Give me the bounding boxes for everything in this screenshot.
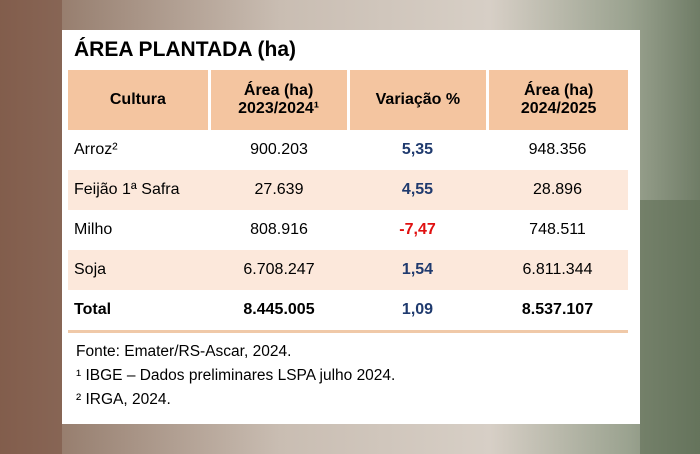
table-cell: 900.203 bbox=[250, 141, 308, 158]
table-row: Milho 808.916 -7,47 748.511 bbox=[68, 210, 628, 250]
table-card: ÁREA PLANTADA (ha) Cultura Área (ha) 2023/… bbox=[62, 30, 640, 424]
total-row: Total 8.445.005 1,09 8.537.107 bbox=[68, 290, 628, 333]
table-cell: 8.537.107 bbox=[521, 301, 594, 318]
table-cell: 808.916 bbox=[250, 221, 308, 238]
table-cell: 27.639 bbox=[254, 181, 304, 198]
table-cell: 28.896 bbox=[533, 181, 582, 198]
header-text: Área (ha) bbox=[523, 82, 594, 99]
table-row: Arroz² 900.203 5,35 948.356 bbox=[68, 130, 628, 170]
table-cell: 4,55 bbox=[401, 181, 434, 198]
background-photo bbox=[640, 200, 700, 454]
table-cell: 748.511 bbox=[529, 221, 586, 238]
table-cell: Total bbox=[74, 301, 112, 318]
table-cell: 1,09 bbox=[401, 301, 434, 318]
footnote: ² IRGA, 2024. bbox=[76, 391, 171, 408]
header-cell: Variação % bbox=[350, 70, 490, 130]
table-cell: 1,54 bbox=[401, 261, 434, 278]
header-row: Cultura Área (ha) 2023/2024¹ Variação % Área… bbox=[68, 70, 628, 130]
header-text: Área (ha) bbox=[243, 82, 314, 99]
header-text: 2023/2024¹ bbox=[238, 100, 320, 117]
table-cell: 8.445.005 bbox=[243, 301, 315, 318]
table-cell: -7,47 bbox=[399, 221, 436, 238]
table-cell: Feijão 1ª Safra bbox=[74, 181, 180, 198]
footnote: ¹ IBGE – Dados preliminares LSPA julho 2… bbox=[76, 367, 396, 384]
table-cell: Arroz² bbox=[74, 141, 118, 158]
table-cell: 948.356 bbox=[528, 141, 587, 158]
header-cell: Área (ha) 2024/2025 bbox=[489, 70, 628, 130]
table-row: Soja 6.708.247 1,54 6.811.344 bbox=[68, 250, 628, 290]
header-text: Cultura bbox=[109, 91, 166, 108]
table-cell: 6.708.247 bbox=[243, 261, 315, 278]
table-cell: Milho bbox=[74, 221, 113, 238]
table-row: Feijão 1ª Safra 27.639 4,55 28.896 bbox=[68, 170, 628, 210]
title: ÁREA PLANTADA (ha) bbox=[74, 38, 297, 61]
table-cell: 5,35 bbox=[401, 141, 434, 158]
table-cell: 6.811.344 bbox=[522, 261, 593, 278]
header-text: Variação % bbox=[375, 91, 461, 108]
background-photo bbox=[0, 0, 62, 454]
header-text: 2024/2025 bbox=[520, 100, 597, 117]
header-cell: Área (ha) 2023/2024¹ bbox=[211, 70, 350, 130]
table-cell: Soja bbox=[74, 261, 107, 278]
footnote: Fonte: Emater/RS-Ascar, 2024. bbox=[76, 343, 292, 360]
header-cell: Cultura bbox=[68, 70, 211, 130]
